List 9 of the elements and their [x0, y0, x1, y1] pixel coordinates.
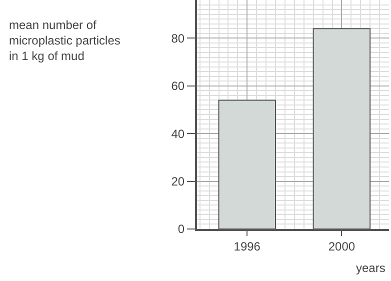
- y-tick-label: 20: [171, 174, 185, 188]
- x-tick-label: 1996: [234, 239, 261, 254]
- y-axis-title: mean number of microplastic particles in 1 kg of mud: [9, 18, 120, 64]
- x-tick-label: 2000: [328, 239, 356, 254]
- y-tick-label: 80: [171, 31, 185, 46]
- x-axis-title: years: [356, 261, 386, 275]
- y-tick-label: 60: [171, 79, 185, 94]
- y-tick-label: 40: [171, 126, 185, 141]
- y-tick-label: 0: [178, 222, 185, 236]
